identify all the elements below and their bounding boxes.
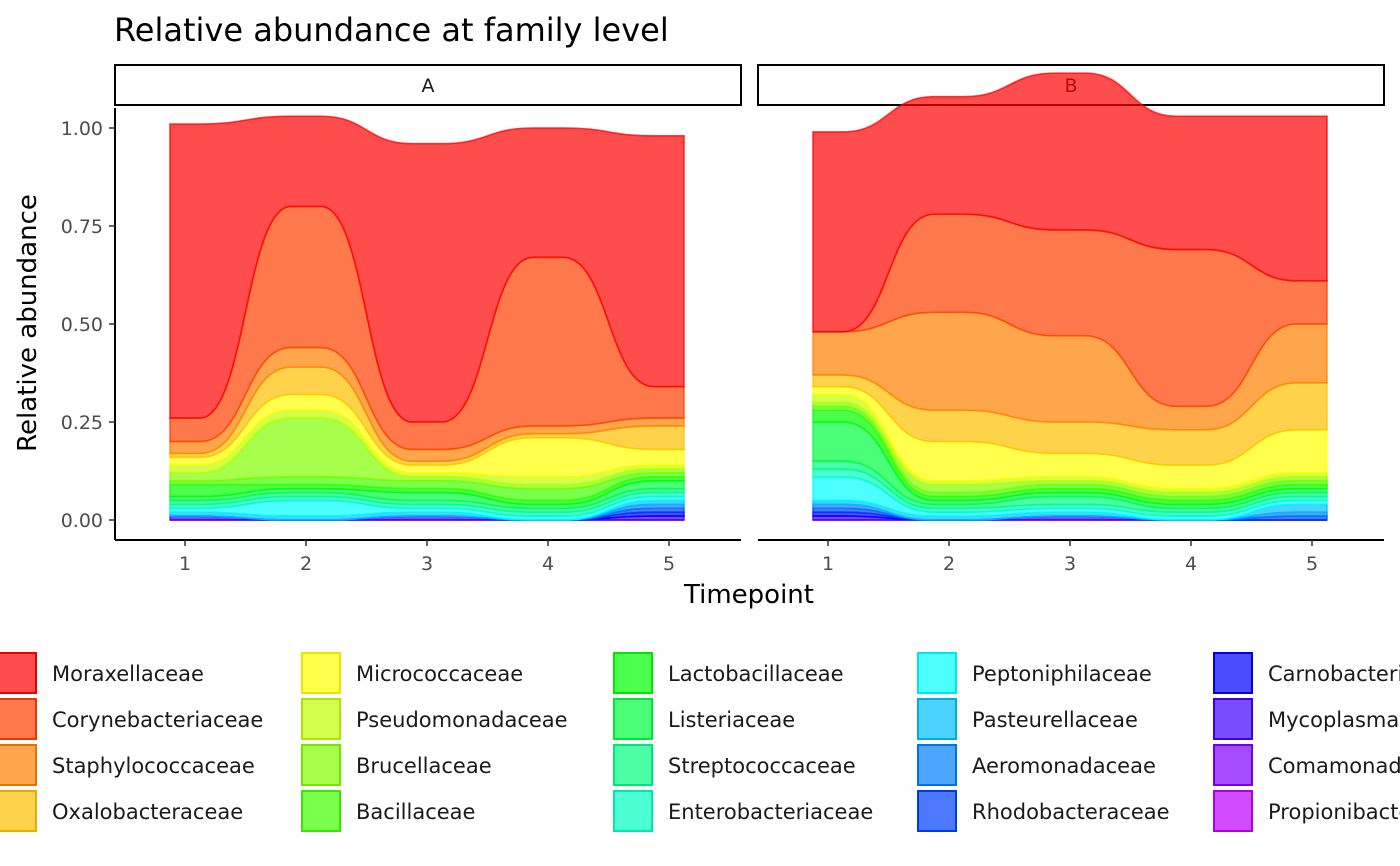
legend-label: Enterobacteriaceae	[668, 800, 873, 824]
legend-label: Peptoniphilaceae	[972, 662, 1152, 686]
legend-label: Carnobacteriaceae	[1268, 662, 1400, 686]
y-axis-title: Relative abundance	[13, 194, 43, 452]
legend-item-comamonadaceae: Comamonadaceae	[1213, 744, 1400, 786]
legend-label: Aeromonadaceae	[972, 754, 1156, 778]
legend-swatch	[301, 790, 341, 832]
legend-swatch	[301, 652, 341, 694]
legend-item-rhodobacteraceae: Rhodobacteraceae	[917, 790, 1170, 832]
x-axis-title: Timepoint	[683, 580, 814, 610]
legend-label: Micrococcaceae	[356, 662, 523, 686]
y-tick-label: 0.00	[61, 510, 103, 532]
legend-label: Propionibacteriaceae	[1268, 800, 1400, 824]
legend-label: Pseudomonadaceae	[356, 708, 568, 732]
legend-swatch	[1213, 698, 1253, 740]
legend-swatch	[0, 744, 37, 786]
legend-item-listeriaceae: Listeriaceae	[613, 698, 795, 740]
legend-item-oxalobacteraceae: Oxalobacteraceae	[0, 790, 243, 832]
chart-title: Relative abundance at family level	[114, 11, 669, 49]
legend-item-propionibacteriaceae: Propionibacteriaceae	[1213, 790, 1400, 832]
legend-item-carnobacteriaceae: Carnobacteriaceae	[1213, 652, 1400, 694]
facet-strip	[114, 64, 742, 106]
x-tick-label: 2	[300, 553, 312, 575]
legend-label: Comamonadaceae	[1268, 754, 1400, 778]
stratum-moraxellaceae	[169, 115, 685, 423]
legend-item-pasteurellaceae: Pasteurellaceae	[917, 698, 1138, 740]
legend-swatch	[301, 698, 341, 740]
legend-swatch	[613, 790, 653, 832]
legend-swatch	[1213, 652, 1253, 694]
legend-swatch	[613, 652, 653, 694]
legend-label: Brucellaceae	[356, 754, 492, 778]
legend-item-lactobacillaceae: Lactobacillaceae	[613, 652, 844, 694]
stratum-moraxellaceae	[812, 72, 1328, 333]
legend-swatch	[917, 652, 957, 694]
legend-item-bacillaceae: Bacillaceae	[301, 790, 475, 832]
legend-swatch	[613, 698, 653, 740]
y-tick-label: 1.00	[61, 118, 103, 140]
legend-item-mycoplasmataceae: Mycoplasmataceae	[1213, 698, 1400, 740]
x-tick-label: 5	[1306, 553, 1318, 575]
facet-strip-label: A	[422, 75, 435, 97]
legend-swatch	[917, 790, 957, 832]
legend-item-peptoniphilaceae: Peptoniphilaceae	[917, 652, 1152, 694]
legend-label: Lactobacillaceae	[668, 662, 844, 686]
y-tick-label: 0.75	[61, 216, 103, 238]
legend-label: Bacillaceae	[356, 800, 475, 824]
legend-swatch	[1213, 790, 1253, 832]
legend-item-micrococcaceae: Micrococcaceae	[301, 652, 523, 694]
legend-swatch	[0, 652, 37, 694]
legend-label: Moraxellaceae	[52, 662, 204, 686]
legend-item-aeromonadaceae: Aeromonadaceae	[917, 744, 1156, 786]
legend-item-moraxellaceae: Moraxellaceae	[0, 652, 204, 694]
legend-swatch	[0, 698, 37, 740]
legend-item-enterobacteriaceae: Enterobacteriaceae	[613, 790, 873, 832]
legend-swatch	[301, 744, 341, 786]
legend-label: Mycoplasmataceae	[1268, 708, 1400, 732]
x-tick-label: 1	[822, 553, 834, 575]
legend-label: Oxalobacteraceae	[52, 800, 243, 824]
legend-item-corynebacteriaceae: Corynebacteriaceae	[0, 698, 263, 740]
facet-panel-a: A 1 2 3 4 5 0.00 0.25 0.50 0.75 1.00	[61, 64, 742, 575]
x-tick-label: 5	[663, 553, 675, 575]
y-tick-label: 0.50	[61, 314, 103, 336]
legend-swatch	[917, 698, 957, 740]
legend-label: Streptococcaceae	[668, 754, 856, 778]
x-tick-label: 1	[179, 553, 191, 575]
legend-swatch	[917, 744, 957, 786]
legend-label: Corynebacteriaceae	[52, 708, 263, 732]
legend: Moraxellaceae Corynebacteriaceae Staphyloc…	[0, 652, 1400, 832]
x-tick-label: 3	[1064, 553, 1076, 575]
y-tick-label: 0.25	[61, 412, 103, 434]
legend-item-streptococcaceae: Streptococcaceae	[613, 744, 856, 786]
legend-label: Staphylococcaceae	[52, 754, 255, 778]
legend-label: Listeriaceae	[668, 708, 795, 732]
legend-swatch	[0, 790, 37, 832]
x-tick-label: 4	[1185, 553, 1197, 575]
x-tick-label: 4	[542, 553, 554, 575]
legend-swatch	[613, 744, 653, 786]
facet-panel-b: B12345	[757, 64, 1385, 575]
legend-label: Pasteurellaceae	[972, 708, 1138, 732]
legend-label: Rhodobacteraceae	[972, 800, 1170, 824]
x-tick-label: 3	[421, 553, 433, 575]
x-tick-label: 2	[943, 553, 955, 575]
legend-item-brucellaceae: Brucellaceae	[301, 744, 492, 786]
legend-item-staphylococcaceae: Staphylococcaceae	[0, 744, 255, 786]
legend-swatch	[1213, 744, 1253, 786]
legend-item-pseudomonadaceae: Pseudomonadaceae	[301, 698, 568, 740]
